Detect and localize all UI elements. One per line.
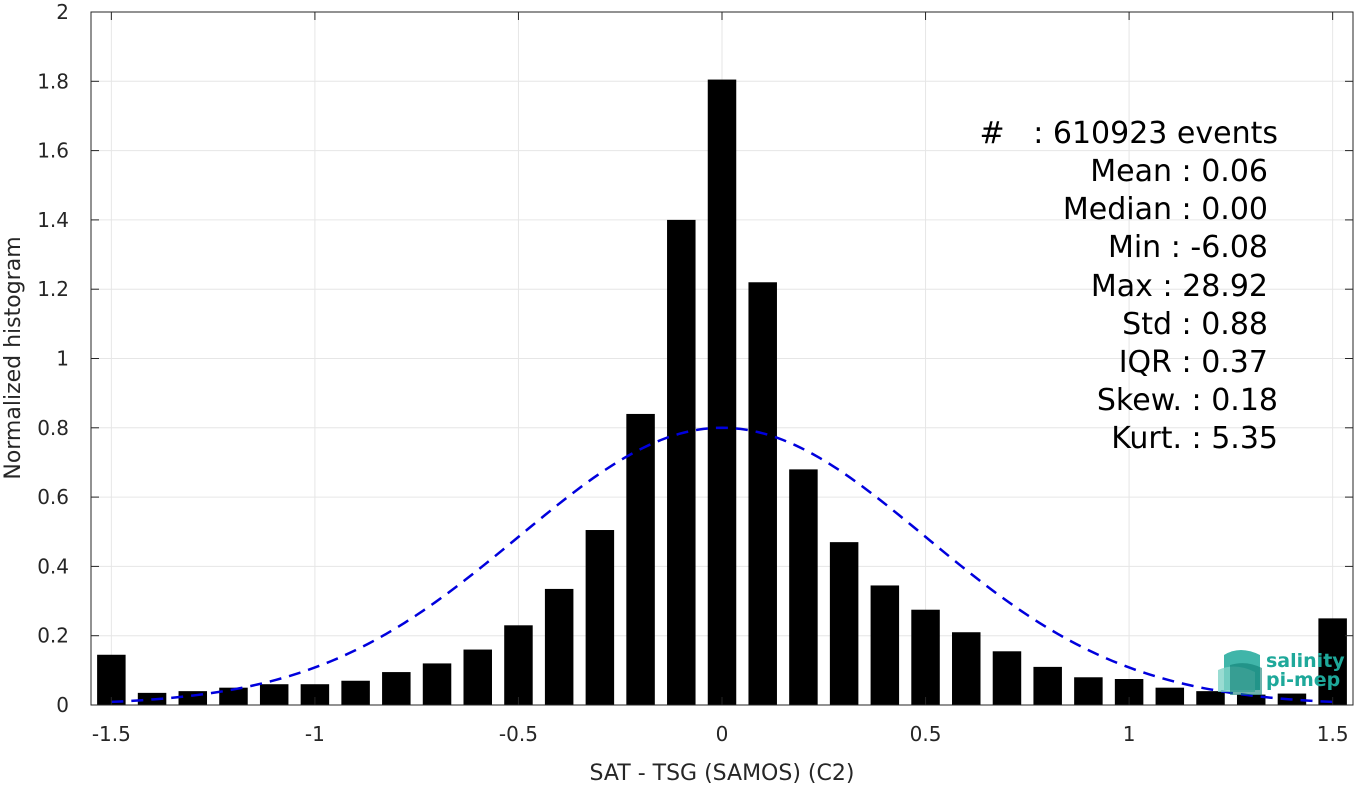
histogram-bar	[1196, 691, 1225, 705]
x-tick-label: 0	[716, 722, 729, 746]
histogram-bar	[341, 680, 370, 705]
stat-mean: Mean : 0.06	[1090, 154, 1268, 189]
histogram-bar	[1074, 677, 1103, 705]
histogram-bar	[1155, 687, 1185, 705]
histogram-bar	[789, 469, 818, 705]
histogram-bar	[463, 649, 492, 705]
stat-median: Median : 0.00	[1063, 192, 1268, 227]
y-tick-label: 1.6	[37, 139, 69, 163]
x-tick-label: 1	[1123, 722, 1136, 746]
histogram-bar	[422, 663, 452, 705]
stat-min: Min : -6.08	[1108, 230, 1268, 265]
salinity-pimep-logo: salinity pi-mep	[1218, 650, 1345, 695]
stat-kurt: Kurt. : 5.35	[1111, 421, 1278, 456]
stat-iqr: IQR : 0.37	[1119, 345, 1268, 380]
histogram-bar	[870, 585, 900, 705]
histogram-bar	[667, 219, 696, 705]
x-tick-label: 0.5	[910, 722, 942, 746]
stat-max: Max : 28.92	[1091, 269, 1268, 304]
histogram-bar	[219, 687, 248, 705]
gaussian-fit-curve	[111, 426, 1333, 704]
histogram-bar	[952, 632, 981, 705]
histogram-bar	[97, 654, 126, 705]
y-tick-label: 0	[56, 693, 69, 717]
y-tick-label: 1.4	[37, 208, 69, 232]
logo-text-line2: pi-mep	[1266, 669, 1340, 691]
y-axis-label: Normalized histogram	[1, 236, 26, 479]
histogram-bar	[626, 413, 655, 705]
histogram-bar	[1318, 618, 1347, 705]
stat-events: # : 610923 events	[979, 116, 1278, 151]
histogram-bar	[382, 672, 411, 705]
stat-skew: Skew. : 0.18	[1097, 383, 1278, 418]
histogram-bar	[829, 542, 859, 705]
y-tick-label: 1.8	[37, 69, 69, 93]
stat-std: Std : 0.88	[1122, 307, 1268, 342]
histogram-bar	[504, 625, 533, 705]
histogram-bar	[585, 530, 615, 705]
x-tick-label: -1	[305, 722, 325, 746]
histogram-bar	[911, 609, 940, 705]
wave-logo-icon	[1218, 650, 1262, 695]
x-axis-label: SAT - TSG (SAMOS) (C2)	[590, 761, 855, 785]
histogram-bar	[992, 651, 1022, 705]
histogram-bar	[748, 282, 777, 705]
x-axis-ticks: -1.5 -1 -0.5 0 0.5 1 1.5	[92, 12, 1349, 746]
histogram-bar	[544, 588, 574, 705]
y-tick-label: 0.4	[37, 554, 69, 578]
histogram-bars	[97, 79, 1347, 705]
y-axis-ticks: 0 0.2 0.4 0.6 0.8 1 1.2 1.4 1.6 1.8 2	[37, 0, 1353, 717]
logo-text-line1: salinity	[1266, 650, 1345, 672]
x-tick-label: 1.5	[1317, 722, 1349, 746]
x-tick-label: -1.5	[92, 722, 131, 746]
y-tick-label: 1	[56, 347, 69, 371]
stats-box: # : 610923 events Mean : 0.06 Median : 0…	[979, 116, 1278, 456]
y-tick-label: 1.2	[37, 277, 69, 301]
y-tick-label: 2	[56, 0, 69, 24]
y-tick-label: 0.8	[37, 416, 69, 440]
histogram-bar	[1236, 694, 1266, 705]
x-tick-label: -0.5	[499, 722, 538, 746]
histogram-bar	[300, 684, 330, 705]
histogram-bar	[1033, 666, 1062, 705]
histogram-bar	[707, 79, 737, 705]
y-tick-label: 0.6	[37, 485, 69, 509]
histogram-bar	[259, 684, 289, 705]
y-tick-label: 0.2	[37, 624, 69, 648]
